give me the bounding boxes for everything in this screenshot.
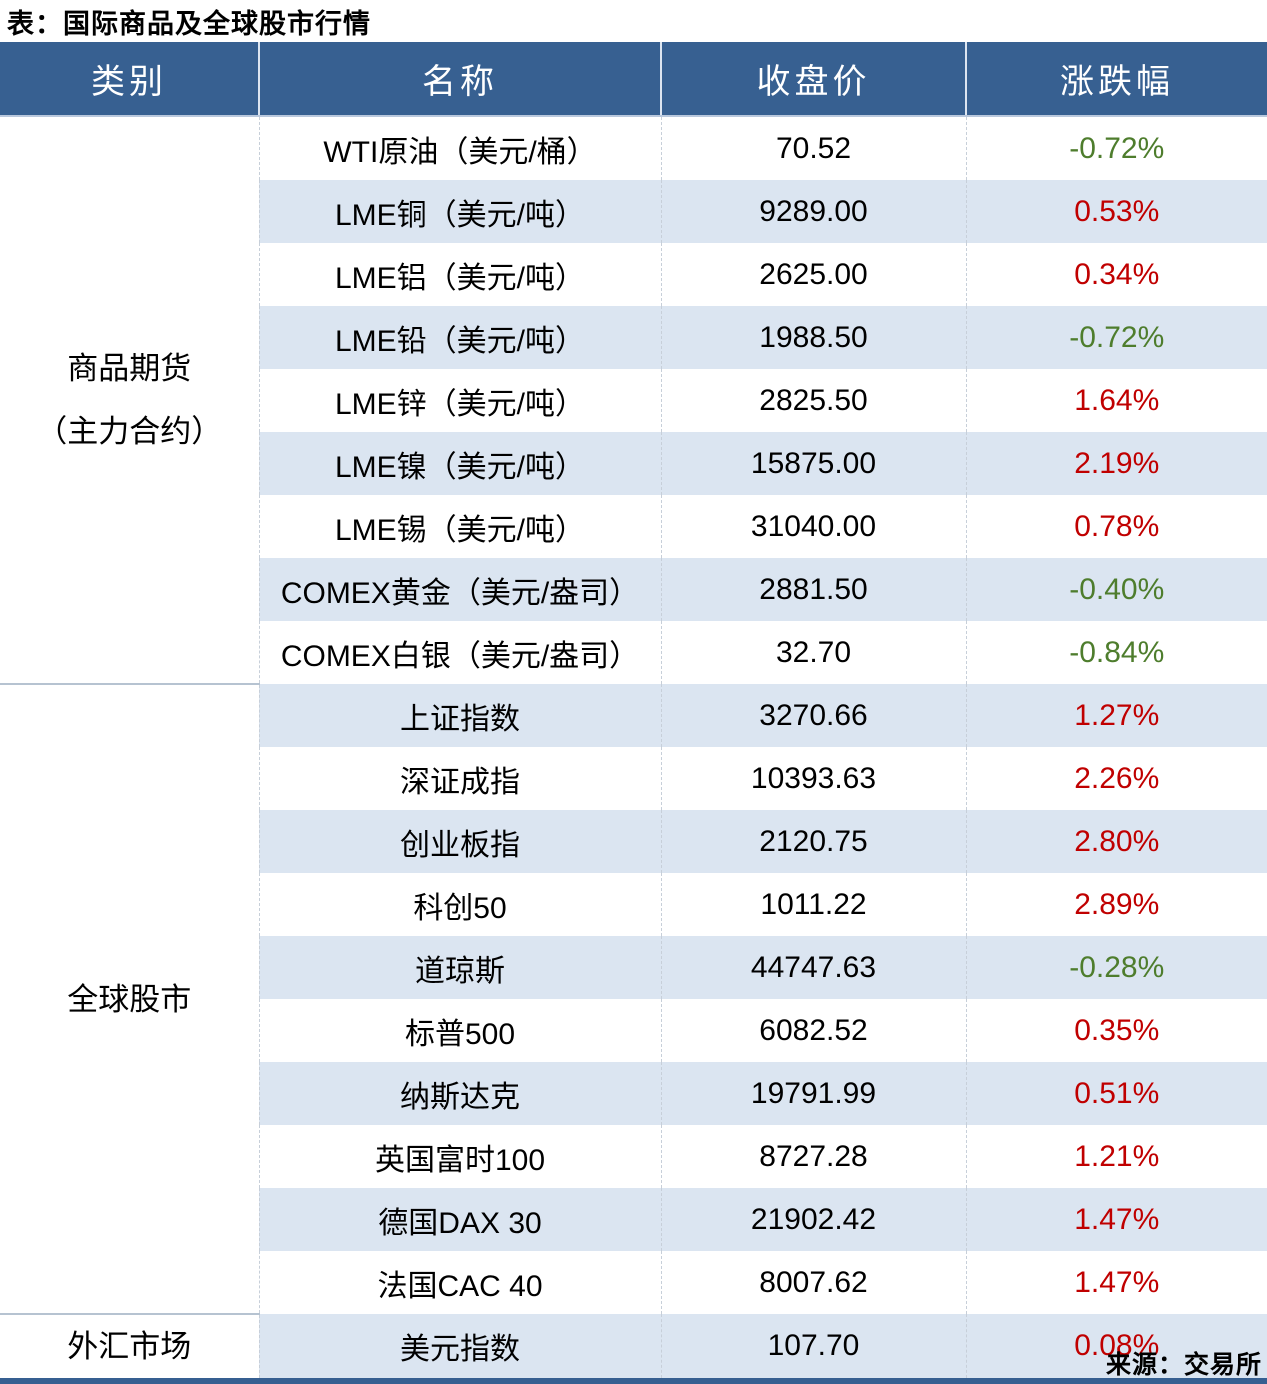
close-price-cell: 19791.99 — [660, 1062, 966, 1125]
close-price-cell: 10393.63 — [660, 747, 966, 810]
category-label: 商品期货 — [67, 351, 192, 386]
name-cell: 纳斯达克 — [258, 1062, 661, 1125]
change-percent-cell: 1.21% — [965, 1125, 1267, 1188]
table-row: LME镍（美元/吨） 15875.00 2.19% — [0, 432, 1267, 495]
change-percent-cell: 0.35% — [965, 999, 1267, 1062]
name-cell: LME锡（美元/吨） — [258, 495, 661, 558]
close-price-cell: 44747.63 — [660, 936, 966, 999]
close-price-cell: 32.70 — [660, 621, 966, 684]
close-price-cell: 70.52 — [660, 116, 966, 180]
table-row: 德国DAX 30 21902.42 1.47% — [0, 1188, 1267, 1251]
source-note: 来源：交易所 — [1105, 1351, 1262, 1379]
change-percent-cell: 2.89% — [965, 873, 1267, 936]
table-row: 道琼斯 44747.63 -0.28% — [0, 936, 1267, 999]
table-row: 法国CAC 40 8007.62 1.47% — [0, 1251, 1267, 1314]
close-price-cell: 2881.50 — [660, 558, 966, 621]
change-percent-cell: -0.84% — [965, 621, 1267, 684]
table-row: 商品期货 （主力合约） WTI原油（美元/桶） 70.52 -0.72% — [0, 116, 1267, 684]
name-cell: LME铅（美元/吨） — [258, 306, 661, 369]
close-price-cell: 9289.00 — [660, 180, 966, 243]
name-cell: 道琼斯 — [258, 936, 661, 999]
close-price-cell: 2825.50 — [660, 369, 966, 432]
table-row: 英国富时100 8727.28 1.21% — [0, 1125, 1267, 1188]
change-percent-cell: 1.64% — [965, 369, 1267, 432]
table-row: COMEX黄金（美元/盎司） 2881.50 -0.40% — [0, 558, 1267, 621]
category-cell: 商品期货 （主力合约） — [0, 116, 259, 684]
market-table: 类别 名称 收盘价 涨跌幅 商品期货 （主力合约） WTI原油（美元/桶） 70.52… — [0, 42, 1267, 1384]
change-percent-cell: 0.51% — [965, 1062, 1267, 1125]
change-percent-cell: 2.26% — [965, 747, 1267, 810]
table-row: LME铝（美元/吨） 2625.00 0.34% — [0, 243, 1267, 306]
header-row: 类别 名称 收盘价 涨跌幅 — [0, 42, 1267, 117]
change-percent-cell: 1.27% — [965, 684, 1267, 747]
change-percent-cell: 1.47% — [965, 1251, 1267, 1314]
table-row: 全球股市 上证指数 3270.66 1.27% — [0, 683, 1267, 1314]
close-price-cell: 107.70 — [660, 1314, 966, 1384]
column-header-category: 类别 — [0, 42, 259, 117]
change-percent-cell: 2.19% — [965, 432, 1267, 495]
column-header-close: 收盘价 — [660, 42, 966, 117]
category-cell: 外汇市场 — [0, 1313, 259, 1384]
table-row: LME铅（美元/吨） 1988.50 -0.72% — [0, 306, 1267, 369]
name-cell: 创业板指 — [258, 810, 661, 873]
column-header-change: 涨跌幅 — [965, 42, 1267, 117]
name-cell: LME镍（美元/吨） — [258, 432, 661, 495]
name-cell: 德国DAX 30 — [258, 1188, 661, 1251]
name-cell: WTI原油（美元/桶） — [258, 116, 661, 180]
table-row: 科创50 1011.22 2.89% — [0, 873, 1267, 936]
table-row: LME锡（美元/吨） 31040.00 0.78% — [0, 495, 1267, 558]
close-price-cell: 21902.42 — [660, 1188, 966, 1251]
change-percent-cell: 1.47% — [965, 1188, 1267, 1251]
close-price-cell: 1011.22 — [660, 873, 966, 936]
category-cell: 全球股市 — [0, 683, 259, 1314]
close-price-cell: 2625.00 — [660, 243, 966, 306]
close-price-cell: 2120.75 — [660, 810, 966, 873]
table-row: 创业板指 2120.75 2.80% — [0, 810, 1267, 873]
name-cell: 深证成指 — [258, 747, 661, 810]
name-cell: COMEX黄金（美元/盎司） — [258, 558, 661, 621]
table-row: 外汇市场 美元指数 107.70 0.08% — [0, 1313, 1267, 1384]
change-percent-cell: -0.28% — [965, 936, 1267, 999]
change-percent-cell: -0.72% — [965, 306, 1267, 369]
close-price-cell: 31040.00 — [660, 495, 966, 558]
table-body: 商品期货 （主力合约） WTI原油（美元/桶） 70.52 -0.72% LME铜（美元/… — [0, 116, 1267, 1384]
close-price-cell: 8007.62 — [660, 1251, 966, 1314]
table-row: 深证成指 10393.63 2.26% — [0, 747, 1267, 810]
change-percent-cell: -0.40% — [965, 558, 1267, 621]
category-label: 全球股市 — [67, 981, 192, 1017]
change-percent-cell: 0.53% — [965, 180, 1267, 243]
close-price-cell: 3270.66 — [660, 684, 966, 747]
name-cell: 法国CAC 40 — [258, 1251, 661, 1314]
table-row: 纳斯达克 19791.99 0.51% — [0, 1062, 1267, 1125]
name-cell: 英国富时100 — [258, 1125, 661, 1188]
table-row: LME铜（美元/吨） 9289.00 0.53% — [0, 180, 1267, 243]
name-cell: 科创50 — [258, 873, 661, 936]
close-price-cell: 15875.00 — [660, 432, 966, 495]
table-row: LME锌（美元/吨） 2825.50 1.64% — [0, 369, 1267, 432]
table-row: 标普500 6082.52 0.35% — [0, 999, 1267, 1062]
change-percent-cell: 0.34% — [965, 243, 1267, 306]
category-label: （主力合约） — [36, 414, 223, 449]
name-cell: 美元指数 — [258, 1314, 661, 1384]
category-label: 外汇市场 — [67, 1329, 192, 1364]
close-price-cell: 6082.52 — [660, 999, 966, 1062]
name-cell: 上证指数 — [258, 684, 661, 747]
name-cell: LME锌（美元/吨） — [258, 369, 661, 432]
table-title: 表：国际商品及全球股市行情 — [7, 9, 371, 39]
table-row: COMEX白银（美元/盎司） 32.70 -0.84% — [0, 621, 1267, 684]
name-cell: COMEX白银（美元/盎司） — [258, 621, 661, 684]
column-header-name: 名称 — [258, 42, 661, 117]
name-cell: 标普500 — [258, 999, 661, 1062]
close-price-cell: 8727.28 — [660, 1125, 966, 1188]
change-percent-cell: 2.80% — [965, 810, 1267, 873]
change-percent-cell: 0.78% — [965, 495, 1267, 558]
close-price-cell: 1988.50 — [660, 306, 966, 369]
change-percent-cell: 0.08% — [965, 1314, 1267, 1384]
name-cell: LME铜（美元/吨） — [258, 180, 661, 243]
change-percent-cell: -0.72% — [965, 116, 1267, 180]
name-cell: LME铝（美元/吨） — [258, 243, 661, 306]
